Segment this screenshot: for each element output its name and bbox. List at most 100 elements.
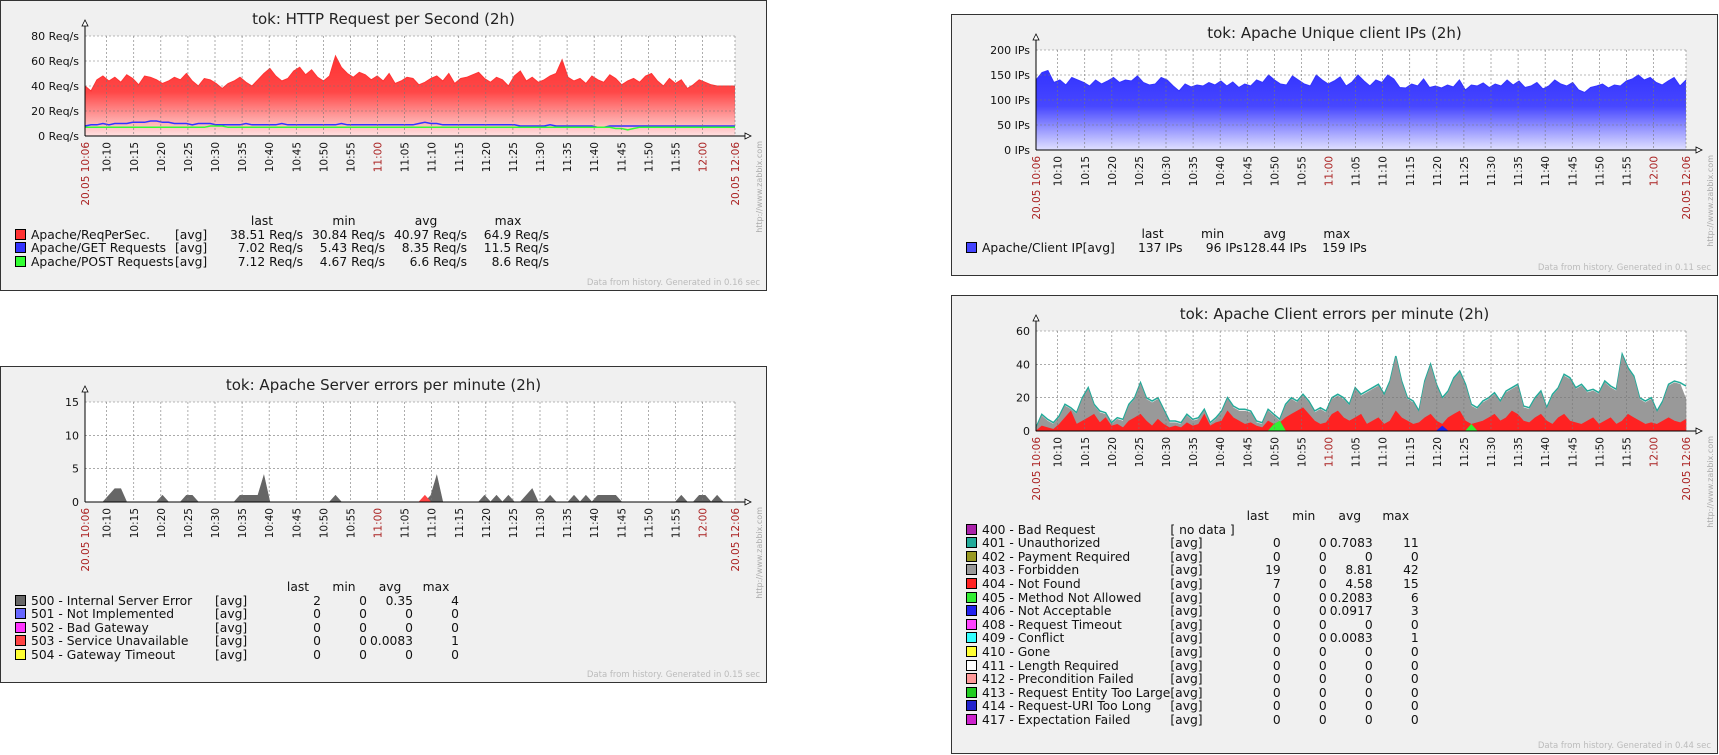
- x-tick-label: 10:50: [318, 142, 330, 172]
- legend-last: 0: [1272, 699, 1281, 714]
- legend-avg: 8.81: [1345, 563, 1373, 578]
- client-errors-chart: 0 20 40 60 20.05 10:06 10:10 10:15 10:20 10:25 10…: [1016, 314, 1715, 528]
- legend-last: 38.51 Req/s: [229, 227, 303, 242]
- legend-series-name: 408 - Request Timeout: [982, 617, 1122, 632]
- legend-row: 402 - Payment Required [avg] 0 0 0 0: [966, 549, 1419, 565]
- legend-swatch: [966, 618, 977, 630]
- legend-min: 0: [359, 607, 367, 622]
- x-tick-label: 11:30: [535, 508, 547, 538]
- legend-header-avg: avg: [414, 214, 438, 228]
- legend-series-name: 405 - Method Not Allowed: [982, 590, 1142, 605]
- x-tick-label: 11:15: [454, 142, 466, 172]
- x-tick-label: 10:55: [1296, 437, 1308, 467]
- legend-row: 411 - Length Required [avg] 0 0 0 0: [966, 658, 1419, 674]
- x-tick-label: 10:50: [1269, 156, 1281, 186]
- legend-row: Apache/GET Requests [avg] 7.02 Req/s 5.43 R…: [15, 241, 549, 256]
- x-tick-label: 10:30: [1161, 156, 1173, 186]
- legend-series-name: 502 - Bad Gateway: [31, 620, 149, 635]
- legend-last: 7.12 Req/s: [237, 254, 303, 269]
- x-tick-label: 11:15: [1405, 156, 1417, 186]
- x-tick-label: 11:25: [1459, 156, 1471, 186]
- x-axis-arrow: [1695, 427, 1703, 435]
- legend-swatch: [15, 608, 26, 620]
- legend-last: 0: [1272, 658, 1281, 673]
- x-tick-label: 11:20: [481, 508, 493, 538]
- legend-last: 0: [1272, 644, 1281, 659]
- legend-last: 0: [313, 634, 321, 649]
- legend-last: 0: [1272, 712, 1281, 727]
- legend-min: 4.67 Req/s: [319, 254, 385, 269]
- x-tick-label: 11:30: [1486, 437, 1498, 467]
- legend-swatch: [15, 242, 26, 254]
- legend-func: [avg]: [175, 254, 208, 269]
- legend-last: 0: [1272, 604, 1281, 619]
- legend-avg: 0: [1364, 685, 1373, 700]
- legend-func: [avg]: [175, 227, 208, 242]
- x-tick-label: 11:45: [1567, 156, 1579, 186]
- x-tick-label: 10:15: [1080, 437, 1092, 467]
- legend-series-name: Apache/Client IP: [982, 240, 1083, 255]
- y-axis-arrow: [81, 385, 89, 393]
- x-tick-label: 10:10: [102, 508, 114, 538]
- x-tick-label: 12:00: [1649, 437, 1661, 467]
- legend-header-last: last: [1141, 227, 1164, 241]
- panel-unique-client-ips: tok: Apache Unique client IPs (2h) 0 IPs…: [951, 14, 1718, 276]
- y-tick-label: 5: [72, 463, 79, 476]
- legend-swatch: [966, 686, 977, 698]
- legend-max: 0: [1410, 699, 1419, 714]
- legend-series-name: 400 - Bad Request: [982, 522, 1096, 537]
- legend-last: 2: [313, 593, 321, 608]
- legend-swatch: [15, 648, 26, 660]
- legend-series-name: 417 - Expectation Failed: [982, 712, 1131, 727]
- x-tick-label: 11:30: [535, 142, 547, 172]
- legend-series-name: Apache/POST Requests: [31, 254, 174, 269]
- y-axis-arrow: [1032, 314, 1040, 322]
- x-tick-label: 10:35: [237, 508, 249, 538]
- y-tick-label: 0 IPs: [1004, 144, 1030, 157]
- x-tick-label: 10:25: [1134, 437, 1146, 467]
- legend-swatch: [966, 713, 977, 725]
- legend-series-name: 410 - Gone: [982, 644, 1051, 659]
- y-tick-label: 60 Req/s: [31, 55, 79, 68]
- legend-header-max: max: [1382, 509, 1410, 523]
- x-tick-label: 10:55: [1296, 156, 1308, 186]
- legend-func: [avg]: [1170, 658, 1203, 673]
- x-tick-label: 11:00: [1324, 156, 1336, 186]
- legend-series-name: 412 - Precondition Failed: [982, 672, 1134, 687]
- legend-func: [avg]: [1170, 699, 1203, 714]
- x-tick-label: 10:20: [156, 508, 168, 538]
- legend-avg: 0: [405, 607, 413, 622]
- x-tick-label: 11:25: [508, 508, 520, 538]
- x-tick-label: 10:25: [1134, 156, 1146, 186]
- legend-header-min: min: [332, 580, 356, 594]
- legend-last: 137 IPs: [1137, 240, 1183, 255]
- legend-last: 7: [1272, 576, 1281, 591]
- legend-row: 401 - Unauthorized [avg] 0 0 0.7083 11: [966, 536, 1419, 551]
- legend-func: [avg]: [215, 593, 248, 608]
- x-axis-arrow: [744, 498, 752, 506]
- series-apache-reqpersec--area: [85, 56, 735, 136]
- legend-max: 64.9 Req/s: [483, 227, 549, 242]
- legend-last: 0: [313, 607, 321, 622]
- series-401-unauthorized-line: [1035, 351, 1687, 428]
- legend-min: 0: [1318, 549, 1327, 564]
- y-tick-label: 15: [65, 396, 79, 409]
- legend-max: 0: [1410, 712, 1419, 727]
- legend-series-name: Apache/ReqPerSec.: [31, 227, 151, 242]
- x-tick-label: 11:00: [1324, 437, 1336, 467]
- legend-avg: 0: [405, 647, 413, 662]
- legend-func: [avg]: [1170, 712, 1203, 727]
- plot-area: [85, 402, 735, 502]
- legend-series-name: 406 - Not Acceptable: [982, 604, 1112, 619]
- legend-min: 0: [1318, 617, 1327, 632]
- x-tick-label: 10:40: [1215, 156, 1227, 186]
- x-tick-label: 10:40: [264, 142, 276, 172]
- legend-min: 0: [1318, 712, 1327, 727]
- legend-avg: 0.0917: [1329, 604, 1373, 619]
- legend-swatch: [966, 577, 977, 589]
- x-tick-label: 10:30: [210, 142, 222, 172]
- x-tick-label: 10:35: [237, 142, 249, 172]
- legend-avg: 0: [1364, 549, 1373, 564]
- y-tick-label: 100 IPs: [990, 94, 1030, 107]
- panel-server-errors: tok: Apache Server errors per minute (2h…: [0, 366, 767, 683]
